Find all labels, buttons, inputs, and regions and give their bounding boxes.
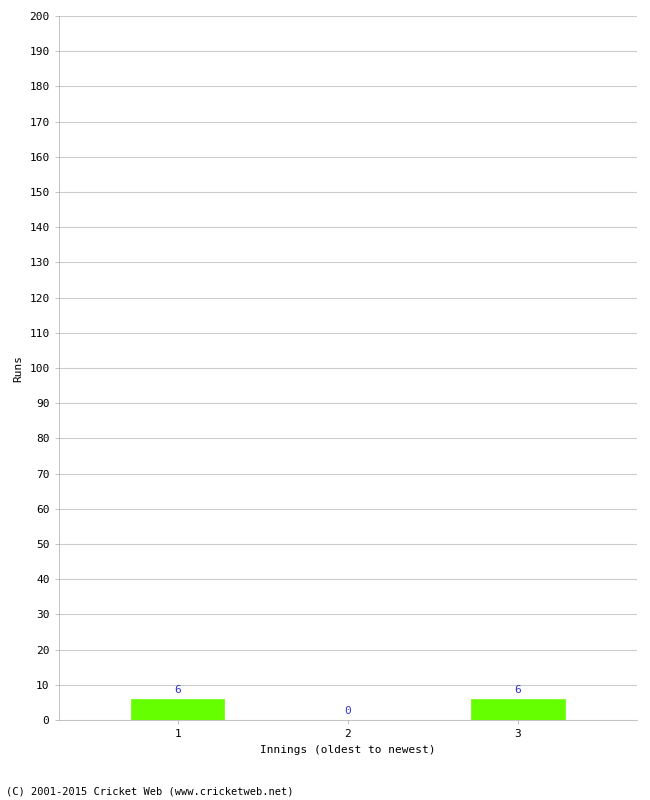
Text: 0: 0: [344, 706, 351, 717]
X-axis label: Innings (oldest to newest): Innings (oldest to newest): [260, 745, 436, 754]
Bar: [471, 699, 565, 720]
Text: 6: 6: [515, 686, 521, 695]
Y-axis label: Runs: Runs: [14, 354, 23, 382]
Text: (C) 2001-2015 Cricket Web (www.cricketweb.net): (C) 2001-2015 Cricket Web (www.cricketwe…: [6, 786, 294, 796]
Text: 6: 6: [174, 686, 181, 695]
Bar: [131, 699, 224, 720]
